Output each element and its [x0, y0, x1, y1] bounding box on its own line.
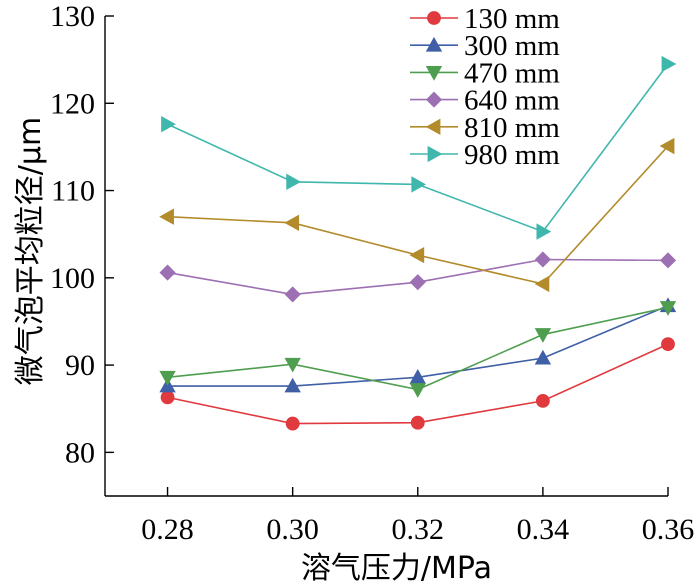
- data-point: [409, 383, 426, 398]
- data-point: [161, 116, 176, 133]
- data-point: [661, 55, 677, 73]
- series-line: [167, 145, 669, 285]
- legend-label: 300 mm: [464, 30, 560, 62]
- x-tick-label: 0.36: [642, 513, 695, 546]
- series-layer: [159, 55, 677, 431]
- data-point: [284, 214, 300, 232]
- legend-item: 810 mm: [410, 112, 560, 144]
- data-point: [286, 173, 301, 190]
- data-point: [534, 275, 550, 293]
- legend-label: 810 mm: [464, 112, 560, 144]
- legend-marker: [425, 66, 443, 81]
- x-tick-label: 0.32: [392, 513, 445, 546]
- data-point: [284, 377, 301, 393]
- data-point: [409, 274, 426, 291]
- series-130-mm: [160, 337, 675, 431]
- data-point: [410, 415, 425, 430]
- x-tick-label: 0.34: [517, 513, 570, 546]
- y-tick-label: 80: [65, 436, 95, 469]
- series-810-mm: [159, 137, 675, 293]
- y-tick-label: 110: [51, 175, 95, 208]
- data-point: [159, 208, 174, 225]
- data-point: [285, 416, 300, 431]
- data-point: [534, 328, 552, 343]
- data-point: [659, 301, 677, 316]
- data-point: [284, 357, 301, 373]
- series-line: [167, 63, 669, 233]
- series-980-mm: [161, 55, 677, 240]
- y-tick-label: 90: [65, 349, 95, 382]
- series-640-mm: [159, 251, 677, 303]
- data-point: [159, 264, 176, 281]
- y-tick-label: 100: [50, 262, 95, 295]
- axes: 80 90 100 110 120 130 0.28 0.30 0.32 0.34 0.36: [50, 0, 694, 546]
- legend-item: 640 mm: [410, 85, 560, 117]
- y-tick-label: 130: [50, 0, 95, 33]
- legend-label: 980 mm: [464, 139, 560, 171]
- y-axis-title: 微气泡平均粒径/μm: [13, 117, 48, 385]
- data-point: [536, 223, 552, 240]
- legend-label: 640 mm: [464, 85, 560, 117]
- x-tick-label: 0.30: [266, 513, 319, 546]
- legend-marker: [425, 36, 443, 52]
- data-point: [659, 137, 675, 155]
- legend-item: 130 mm: [410, 3, 560, 35]
- data-point: [534, 349, 552, 365]
- data-point: [159, 370, 176, 386]
- data-point: [160, 390, 175, 405]
- y-tick-label: 120: [50, 87, 95, 120]
- data-point: [659, 252, 677, 269]
- legend-marker: [425, 118, 441, 135]
- data-point: [411, 176, 427, 193]
- series-300-mm: [159, 297, 677, 393]
- data-point: [409, 246, 425, 264]
- x-tick-label: 0.28: [141, 513, 194, 546]
- legend-marker: [427, 145, 443, 163]
- x-axis-title: 溶气压力/MPa: [301, 551, 492, 586]
- legend-item: 470 mm: [410, 57, 560, 89]
- legend-label: 130 mm: [464, 3, 560, 35]
- data-point: [284, 286, 301, 303]
- legend-marker: [425, 91, 443, 108]
- legend-item: 980 mm: [410, 139, 560, 171]
- data-point: [534, 251, 551, 268]
- data-point: [661, 337, 675, 352]
- legend-marker: [427, 11, 441, 25]
- legend-label: 470 mm: [464, 57, 560, 89]
- legend-item: 300 mm: [410, 30, 560, 62]
- series-470-mm: [159, 301, 677, 398]
- data-point: [535, 393, 550, 408]
